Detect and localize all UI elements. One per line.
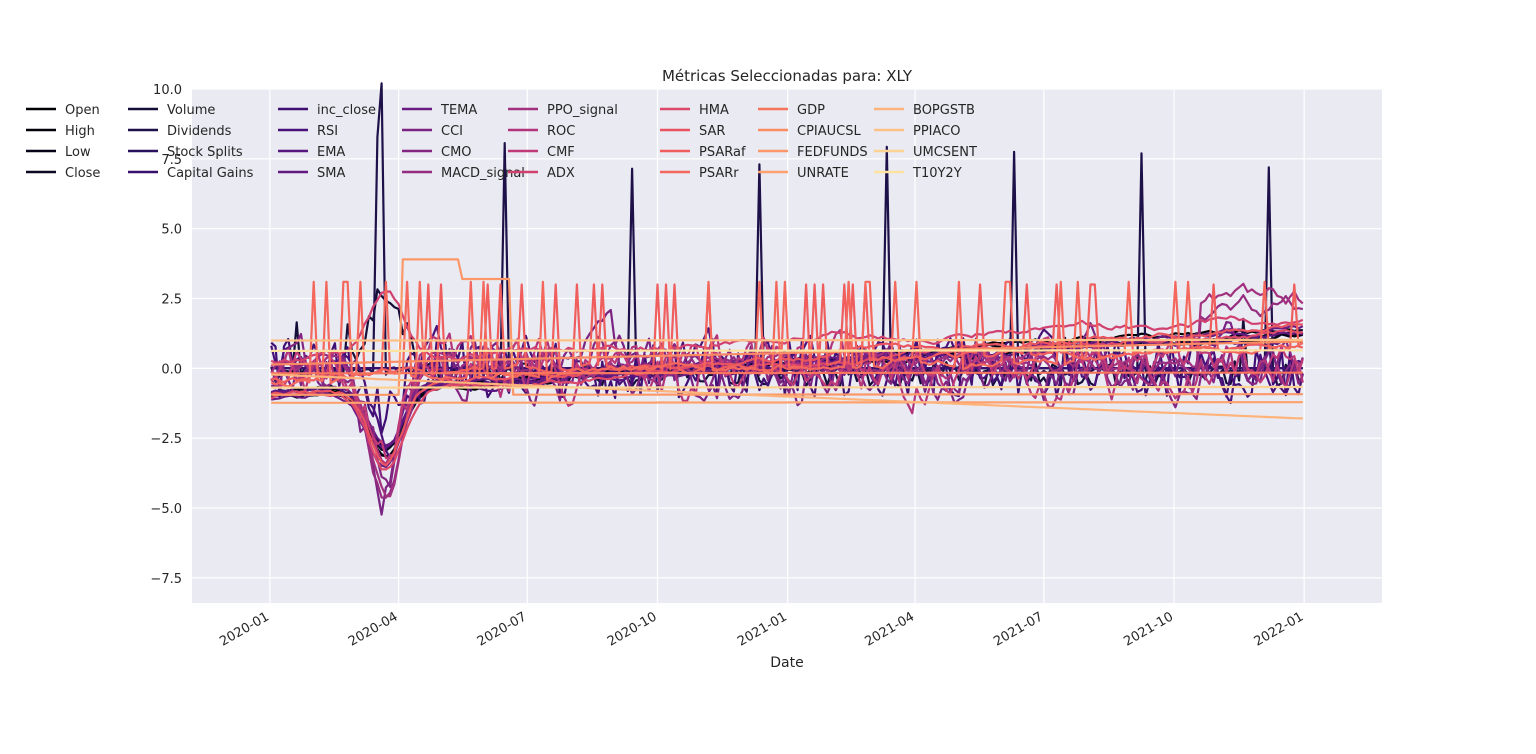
x-tick-label: 2021-07: [991, 609, 1046, 649]
x-tick-label: 2020-10: [605, 609, 660, 649]
x-tick-label: 2020-07: [475, 609, 530, 649]
series-line-fedfunds: [271, 258, 1303, 396]
legend-label: CPIAUCSL: [797, 124, 861, 139]
legend-label: ROC: [547, 124, 575, 139]
series-line-cmf: [270, 335, 1304, 460]
legend-label: SAR: [699, 124, 725, 139]
y-tick-label: 10.0: [153, 83, 182, 98]
x-tick-label: 2021-10: [1121, 609, 1176, 649]
legend-label: CMO: [441, 145, 472, 160]
y-tick-label: −5.0: [150, 502, 182, 517]
series-layer: [270, 82, 1304, 516]
series-line-t10y2y: [271, 349, 1303, 352]
legend-label: RSI: [317, 124, 338, 139]
y-tick-label: −2.5: [150, 432, 182, 447]
x-tick-label: 2021-04: [863, 609, 918, 649]
legend-label: High: [65, 124, 95, 139]
legend-label: BOPGSTB: [913, 103, 975, 118]
legend-label: Open: [65, 103, 100, 118]
legend-label: Low: [65, 145, 91, 160]
x-tick-label: 2020-04: [346, 609, 401, 649]
legend-label: Volume: [167, 103, 215, 118]
y-tick-label: 5.0: [161, 223, 182, 238]
series-line-umcsent: [271, 385, 1303, 389]
legend-label: UMCSENT: [913, 145, 977, 160]
legend-label: FEDFUNDS: [797, 145, 868, 160]
legend-label: PSARr: [699, 166, 739, 181]
series-line-gdp: [271, 371, 1303, 375]
x-tick-label: 2020-01: [217, 609, 272, 649]
legend-label: Close: [65, 166, 100, 181]
x-tick-label: 2022-01: [1252, 609, 1307, 649]
legend-label: T10Y2Y: [912, 166, 962, 181]
legend-label: Stock Splits: [167, 145, 243, 160]
x-tick-label: 2021-01: [735, 609, 790, 649]
series-line-unrate: [271, 401, 1303, 404]
legend-label: Capital Gains: [167, 166, 254, 181]
y-tick-label: 2.5: [161, 293, 182, 308]
legend-label: UNRATE: [797, 166, 849, 181]
legend-label: HMA: [699, 103, 729, 118]
series-line-psaraf: [270, 283, 1304, 384]
legend-label: MACD_signal: [441, 166, 525, 181]
legend-label: PPIACO: [913, 124, 961, 139]
y-tick-label: 0.0: [161, 362, 182, 377]
series-line-bopgstb: [271, 373, 1303, 420]
legend-label: PSARaf: [699, 145, 746, 160]
legend-label: Dividends: [167, 124, 232, 139]
y-tick-label: −7.5: [150, 572, 182, 587]
series-line-cpiaucsl: [271, 340, 1303, 366]
y-axis: −7.5 −5.0 −2.5 0.0 2.5 5.0 7.5 10.0: [150, 83, 182, 587]
legend-label: GDP: [797, 103, 825, 118]
legend-label: SMA: [317, 166, 345, 181]
series-line-ppiaco: [271, 338, 1303, 342]
legend-label: ADX: [547, 166, 575, 181]
x-axis-label: Date: [770, 655, 803, 671]
legend-label: inc_close: [317, 103, 376, 118]
series-line-psarr: [270, 280, 1304, 388]
x-axis: 2020-01 2020-04 2020-07 2020-10 2021-01 2021-…: [217, 609, 1306, 649]
legend-label: EMA: [317, 145, 345, 160]
legend-label: PPO_signal: [547, 103, 618, 118]
legend-label: CCI: [441, 124, 463, 139]
legend-label: TEMA: [440, 103, 477, 118]
legend-label: CMF: [547, 145, 575, 160]
legend: Open High Low Close Volume Dividends Stock Spl…: [26, 103, 977, 181]
y-tick-label: 7.5: [161, 153, 182, 168]
chart-title: Métricas Seleccionadas para: XLY: [662, 67, 913, 85]
